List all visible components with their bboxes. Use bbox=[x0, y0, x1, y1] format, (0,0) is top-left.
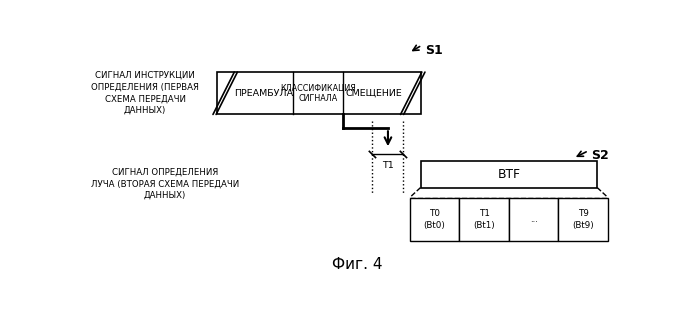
Text: КЛАССИФИКАЦИЯ
СИГНАЛА: КЛАССИФИКАЦИЯ СИГНАЛА bbox=[280, 84, 356, 103]
Text: ...: ... bbox=[530, 215, 537, 224]
Bar bbox=[459, 197, 509, 241]
Text: СИГНАЛ ОПРЕДЕЛЕНИЯ
ЛУЧА (ВТОРАЯ СХЕМА ПЕРЕДАЧИ
ДАННЫХ): СИГНАЛ ОПРЕДЕЛЕНИЯ ЛУЧА (ВТОРАЯ СХЕМА ПЕ… bbox=[91, 168, 239, 200]
Bar bbox=[410, 197, 459, 241]
Bar bbox=[558, 197, 608, 241]
Text: СИГНАЛ ИНСТРУКЦИИ
ОПРЕДЕЛЕНИЯ (ПЕРВАЯ
СХЕМА ПЕРЕДАЧИ
ДАННЫХ): СИГНАЛ ИНСТРУКЦИИ ОПРЕДЕЛЕНИЯ (ПЕРВАЯ СХ… bbox=[91, 71, 199, 115]
Text: T1: T1 bbox=[382, 161, 394, 170]
Text: ПРЕАМБУЛА: ПРЕАМБУЛА bbox=[234, 89, 293, 98]
Bar bbox=[420, 161, 597, 188]
Text: T0
(Bt0): T0 (Bt0) bbox=[424, 209, 445, 230]
Text: S2: S2 bbox=[591, 149, 609, 162]
Text: Фиг. 4: Фиг. 4 bbox=[332, 257, 383, 272]
Bar bbox=[218, 72, 420, 115]
Text: T9
(Bt9): T9 (Bt9) bbox=[572, 209, 594, 230]
Text: T1
(Bt1): T1 (Bt1) bbox=[473, 209, 495, 230]
Bar bbox=[509, 197, 558, 241]
Text: BTF: BTF bbox=[498, 168, 520, 181]
Text: S1: S1 bbox=[425, 44, 443, 56]
Text: СМЕЩЕНИЕ: СМЕЩЕНИЕ bbox=[346, 89, 402, 98]
